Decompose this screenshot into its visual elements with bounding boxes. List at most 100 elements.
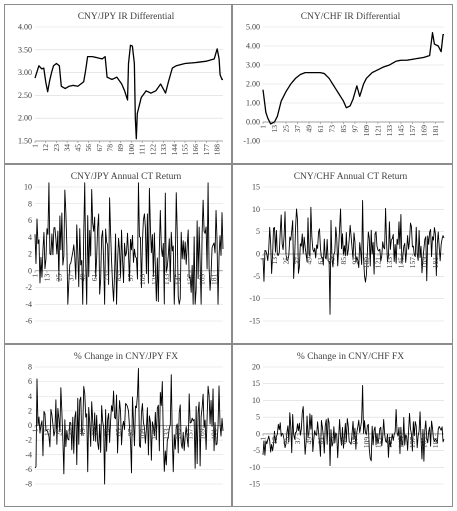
x-tick-label: 145 — [396, 125, 405, 137]
x-tick-label: 37 — [293, 125, 302, 133]
x-tick-label: 61 — [316, 257, 325, 265]
x-tick-label: 97 — [350, 257, 359, 265]
x-tick-label: 169 — [419, 257, 428, 269]
y-tick-label: -10 — [249, 294, 260, 303]
y-tick-label: 1.00 — [246, 99, 260, 108]
chart-title: CNY/CHF IR Differential — [301, 11, 401, 22]
x-tick-label: 122 — [148, 144, 157, 156]
y-tick-label: -15 — [249, 480, 260, 489]
y-tick-label: 0 — [28, 421, 32, 430]
x-tick-label: 121 — [373, 257, 382, 269]
x-tick-label: 111 — [138, 144, 147, 155]
x-tick-label: 85 — [114, 274, 123, 282]
x-tick-label: 144 — [170, 144, 179, 156]
y-tick-label: -15 — [249, 317, 260, 326]
x-tick-label: 34 — [63, 144, 72, 152]
x-tick-label: 109 — [138, 274, 147, 286]
chart-svg: CNY/CHF IR Differential -1.00 0.00 1.00 2.00… — [243, 11, 444, 146]
chart-title: CNY/JPY IR Differential — [78, 11, 175, 22]
x-tick-label: 25 — [54, 274, 63, 282]
y-tick-label: -5 — [253, 272, 260, 281]
y-tick-label: 6 — [28, 216, 32, 225]
y-tick-label: 5 — [256, 413, 260, 422]
x-tick-label: 61 — [90, 274, 99, 282]
y-tick-label: 8 — [28, 363, 32, 372]
x-tick-label: 49 — [304, 437, 313, 445]
y-tick-label: 15 — [252, 379, 260, 388]
x-tick-label: 188 — [213, 144, 222, 156]
x-tick-label: 73 — [327, 125, 336, 133]
x-tick-label: 85 — [339, 125, 348, 133]
x-tick-label: 100 — [127, 144, 136, 156]
x-tick-label: 169 — [419, 125, 428, 137]
y-tick-label: 0 — [256, 429, 260, 438]
y-tick-label: 10 — [252, 205, 260, 214]
chart-panel-pct-cny-chf: % Change in CNY/CHF FX -15 -10 -5 0 5 10 15 20 1 1… — [232, 344, 453, 507]
y-tick-label: 2.00 — [246, 80, 260, 89]
x-tick-label: 73 — [102, 428, 111, 436]
x-tick-label: 109 — [138, 428, 147, 440]
x-tick-label: 25 — [54, 428, 63, 436]
y-tick-label: 3.00 — [246, 61, 260, 70]
x-tick-label: 169 — [419, 437, 428, 449]
x-tick-label: 1 — [259, 257, 268, 261]
x-tick-label: 56 — [84, 144, 93, 152]
x-tick-label: 177 — [202, 144, 211, 156]
chart-svg: % Change in CNY/JPY FX -8 -6 -4 -2 0 2 4 6 8 1 13 25… — [25, 352, 224, 489]
x-tick-label: 133 — [385, 257, 394, 269]
x-tick-label: 37 — [293, 257, 302, 265]
x-tick-label: 133 — [385, 125, 394, 137]
y-tick-label: 2.00 — [18, 114, 32, 123]
x-tick-label: 133 — [385, 437, 394, 449]
x-tick-label: 166 — [191, 144, 200, 156]
x-tick-label: 73 — [102, 274, 111, 282]
series-line — [34, 182, 224, 305]
chart-title: CNY/CHF Annual CT Return — [294, 172, 408, 182]
series-line — [34, 368, 224, 485]
y-tick-label: -8 — [25, 480, 32, 489]
y-tick-label: -10 — [249, 463, 260, 472]
chart-panel-cny-jpy-ir: CNY/JPY IR Differential 1.50 2.00 2.50 3.00 3… — [4, 4, 232, 164]
x-tick-label: 45 — [73, 144, 82, 152]
x-tick-label: 145 — [174, 274, 183, 286]
x-tick-label: 37 — [66, 428, 75, 436]
x-tick-label: 1 — [259, 125, 268, 129]
y-tick-label: 0 — [28, 266, 32, 275]
x-tick-label: 169 — [198, 274, 207, 286]
x-tick-label: 157 — [186, 428, 195, 440]
x-tick-label: 97 — [126, 274, 135, 282]
x-tick-label: 49 — [78, 428, 87, 436]
x-tick-label: 13 — [42, 274, 51, 282]
y-tick-label: 1.50 — [18, 137, 32, 146]
y-tick-label: 10 — [24, 183, 32, 192]
x-tick-label: 67 — [95, 144, 104, 152]
series-line — [262, 32, 444, 125]
x-tick-label: 13 — [270, 257, 279, 265]
x-tick-label: 109 — [362, 257, 371, 269]
y-tick-label: -2 — [25, 283, 32, 292]
y-tick-label: 3.50 — [18, 45, 32, 54]
x-tick-label: 49 — [304, 125, 313, 133]
x-tick-label: 181 — [210, 274, 219, 286]
x-tick-label: 1 — [31, 144, 40, 148]
y-tick-label: 3.00 — [18, 68, 32, 77]
chart-title: % Change in CNY/JPY FX — [74, 352, 178, 362]
y-tick-label: 0 — [256, 250, 260, 259]
y-tick-label: 2 — [28, 250, 32, 259]
x-tick-label: 97 — [126, 428, 135, 436]
series-line — [34, 44, 223, 140]
x-tick-label: 73 — [327, 437, 336, 445]
y-tick-label: -4 — [25, 450, 32, 459]
chart-panel-cny-chf-ct: CNY/CHF Annual CT Return -15 -10 -5 0 5 10 15 1 1… — [232, 164, 453, 344]
chart-svg: CNY/JPY IR Differential 1.50 2.00 2.50 3.00 3… — [18, 11, 223, 156]
y-tick-label: 2 — [28, 406, 32, 415]
x-tick-label: 25 — [281, 257, 290, 265]
y-tick-label: -6 — [25, 317, 32, 326]
x-tick-label: 133 — [162, 428, 171, 440]
x-tick-label: 61 — [90, 428, 99, 436]
chart-panel-pct-cny-jpy: % Change in CNY/JPY FX -8 -6 -4 -2 0 2 4 6 8 1 13 25… — [4, 344, 232, 507]
